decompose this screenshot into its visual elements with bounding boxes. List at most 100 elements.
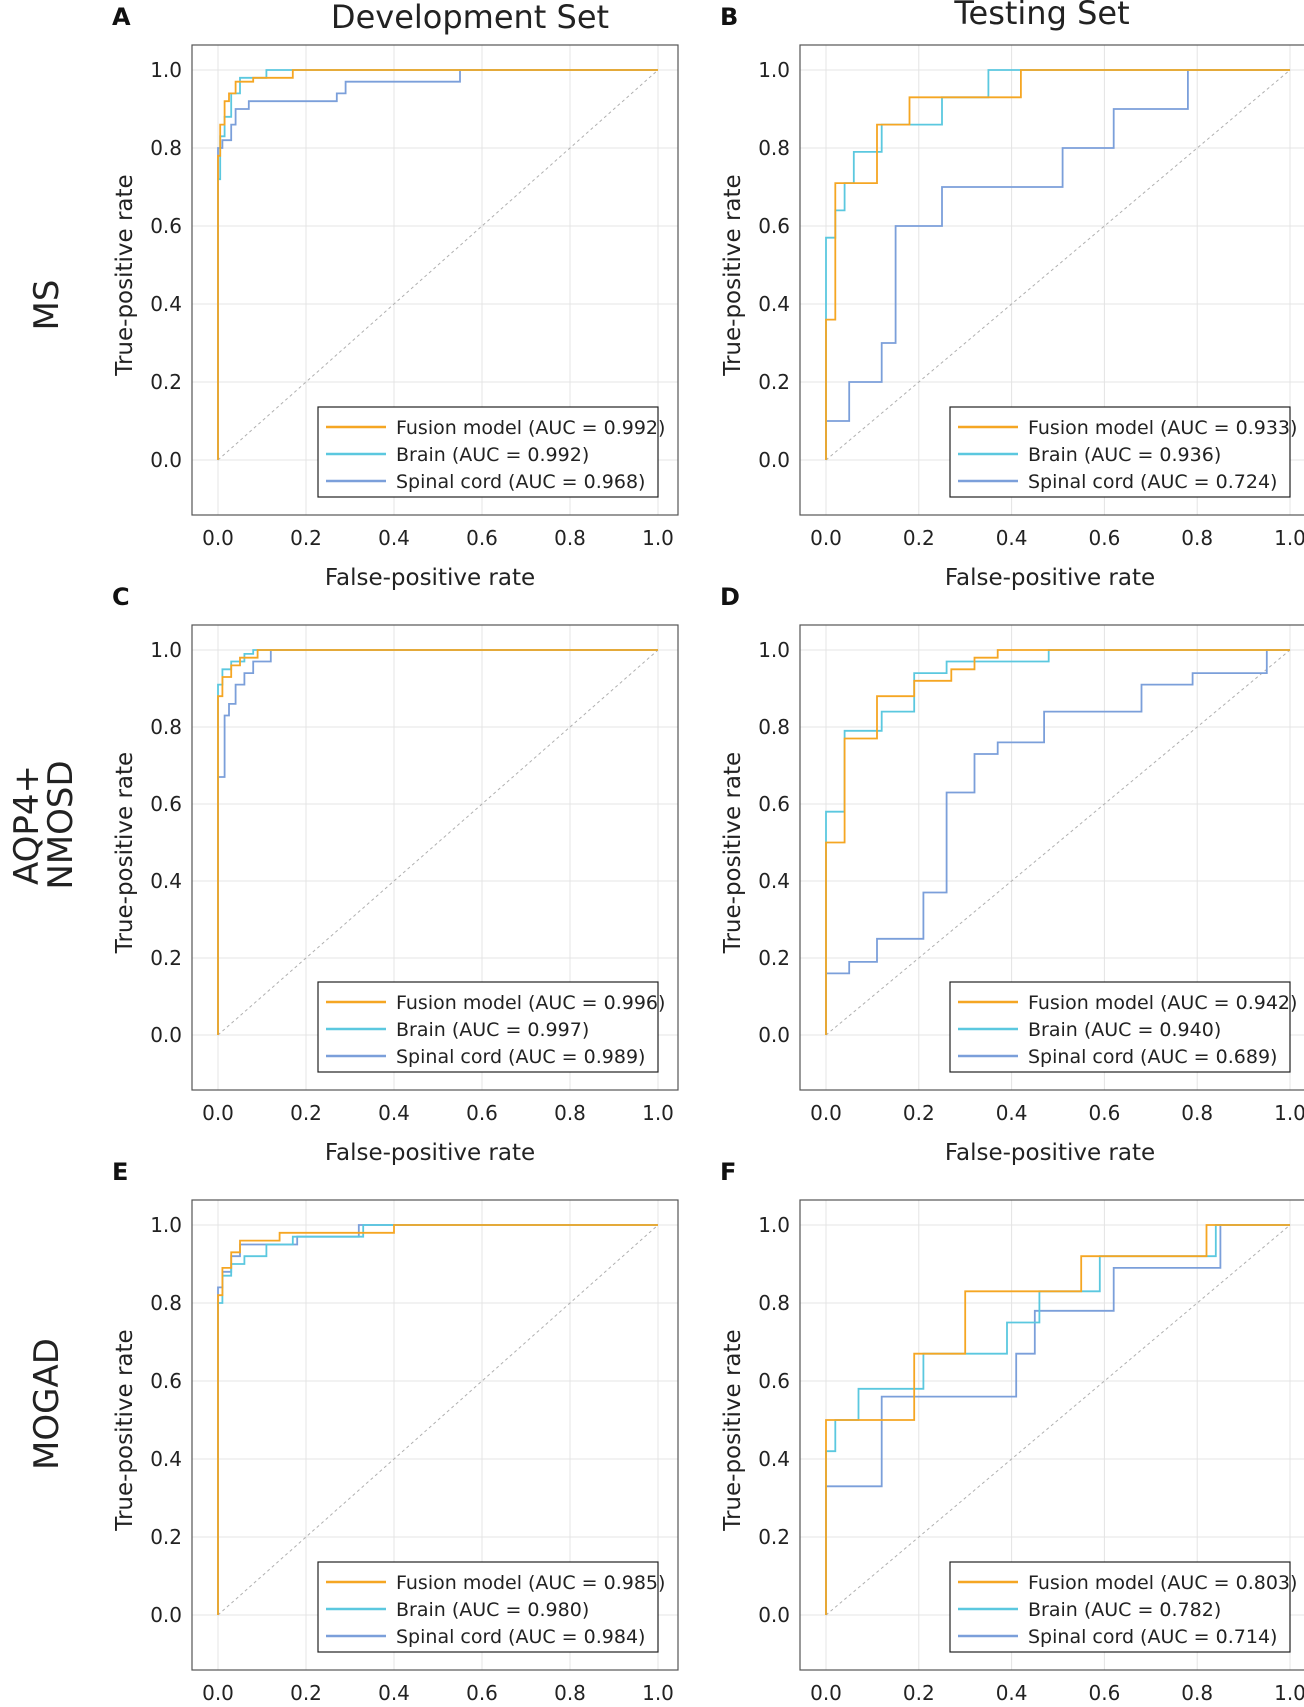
y-axis-label: True-positive rate [112,174,138,376]
y-tick-label: 1.0 [758,58,790,82]
y-tick-label: 0.4 [758,292,790,316]
legend: Fusion model (AUC = 0.803) Brain (AUC = 0… [949,1561,1297,1653]
x-tick-label: 0.6 [1088,1681,1120,1705]
panel-a: A 0.0 0.2 0.4 0.6 0.8 1.0 0.0 0.2 0.4 0.6 0.8 1.0 Fal… [112,3,679,591]
x-tick-label: 0.4 [378,1101,410,1125]
column-title-testing: Testing Set [953,0,1129,32]
x-tick-label: 1.0 [1274,526,1304,550]
x-tick-label: 0.2 [903,526,935,550]
x-tick-label: 0.8 [1181,1681,1213,1705]
legend-label: Spinal cord (AUC = 0.689) [1028,1046,1277,1068]
plot-frame [191,1199,679,1671]
y-tick-label: 1.0 [150,58,182,82]
chance-diagonal [825,649,1291,1036]
y-tick-label: 0.8 [150,136,182,160]
y-axis-label: True-positive rate [720,174,746,376]
x-tick-label: 0.2 [290,526,322,550]
roc-panels: A 0.0 0.2 0.4 0.6 0.8 1.0 0.0 0.2 0.4 0.6 0.8 1.0 Fal… [112,3,1304,1705]
roc-curve-fusion-model [217,69,658,460]
panel-c: C 0.0 0.2 0.4 0.6 0.8 1.0 0.0 0.2 0.4 0.6 0.8 1.0 Fal… [112,583,679,1166]
x-tick-label: 0.0 [810,1681,842,1705]
y-tick-label: 0.2 [150,1525,182,1549]
legend-label: Fusion model (AUC = 0.985) [396,1572,665,1594]
y-tick-label: 0.8 [150,1291,182,1315]
legend-label: Fusion model (AUC = 0.992) [396,417,665,439]
legend-label: Fusion model (AUC = 0.933) [1028,417,1297,439]
x-tick-label: 0.0 [810,526,842,550]
y-tick-label: 0.2 [758,946,790,970]
column-title-development: Development Set [331,0,609,36]
x-tick-label: 0.8 [1181,526,1213,550]
plot-frame [799,44,1304,516]
chance-diagonal [217,69,659,461]
legend: Fusion model (AUC = 0.942) Brain (AUC = 0… [949,981,1297,1073]
x-tick-label: 0.8 [1181,1101,1213,1125]
legend-label: Spinal cord (AUC = 0.714) [1028,1626,1277,1648]
plot-frame [191,44,679,516]
x-tick-label: 1.0 [642,1681,674,1705]
x-tick-label: 0.8 [554,1101,586,1125]
y-tick-label: 0.6 [758,792,790,816]
y-tick-label: 0.6 [150,792,182,816]
row-label-ms: MS [27,280,67,331]
y-axis-label: True-positive rate [112,1329,138,1531]
y-tick-label: 0.4 [150,869,182,893]
legend-label: Brain (AUC = 0.782) [1028,1599,1221,1621]
y-tick-label: 0.8 [150,715,182,739]
legend-label: Brain (AUC = 0.992) [396,444,589,466]
legend-label: Spinal cord (AUC = 0.989) [396,1046,645,1068]
y-tick-label: 0.8 [758,1291,790,1315]
x-tick-label: 0.8 [554,1681,586,1705]
legend: Fusion model (AUC = 0.985) Brain (AUC = 0… [317,1561,665,1653]
roc-curve-fusion-model [825,69,1290,460]
panel-letter-f: F [720,1158,736,1186]
y-tick-label: 1.0 [150,638,182,662]
x-tick-label: 0.0 [202,1681,234,1705]
panel-f: F0.00.20.40.60.81.00.00.20.40.60.81.0Fal… [720,1158,1304,1705]
x-tick-label: 0.0 [810,1101,842,1125]
y-tick-label: 0.0 [150,1023,182,1047]
panel-e: E0.00.20.40.60.81.00.00.20.40.60.81.0Fal… [112,1158,679,1705]
y-tick-label: 1.0 [150,1213,182,1237]
roc-curve-fusion-model [825,1224,1290,1615]
legend: Fusion model (AUC = 0.992) Brain (AUC = 0… [317,406,665,498]
y-tick-label: 0.4 [150,292,182,316]
x-tick-label: 0.6 [466,1101,498,1125]
x-tick-label: 0.2 [903,1101,935,1125]
y-tick-label: 1.0 [758,1213,790,1237]
roc-curve-spinal-cord [825,1224,1290,1615]
x-axis-label: False-positive rate [325,565,535,591]
chance-diagonal [217,649,659,1036]
panel-letter-b: B [720,3,738,31]
legend-label: Brain (AUC = 0.997) [396,1019,589,1041]
legend-label: Spinal cord (AUC = 0.984) [396,1626,645,1648]
chance-diagonal [825,69,1291,461]
x-tick-label: 1.0 [1274,1681,1304,1705]
figure-headers: Development Set Testing Set MS AQP4+ NMO… [7,0,1130,1470]
x-tick-label: 1.0 [1274,1101,1304,1125]
y-tick-label: 0.2 [150,370,182,394]
plot-frame [799,1199,1304,1671]
y-axis-label: True-positive rate [112,752,138,954]
x-tick-label: 0.2 [290,1681,322,1705]
y-tick-label: 0.6 [758,1369,790,1393]
plot-frame [191,624,679,1091]
y-tick-label: 0.6 [150,1369,182,1393]
x-tick-label: 0.4 [378,1681,410,1705]
y-tick-label: 0.0 [758,1023,790,1047]
y-axis-label: True-positive rate [720,752,746,954]
roc-curve-brain [217,649,658,1035]
y-tick-label: 0.0 [150,1603,182,1627]
panel-letter-c: C [112,583,130,611]
x-axis-label: False-positive rate [945,1140,1155,1166]
legend: Fusion model (AUC = 0.996) Brain (AUC = 0… [317,981,665,1073]
y-tick-label: 0.2 [758,370,790,394]
plot-frame [799,624,1304,1091]
roc-curve-spinal-cord [825,69,1290,460]
y-tick-label: 0.0 [758,448,790,472]
panel-b: B 0.0 0.2 0.4 0.6 0.8 1.0 0.0 0.2 0.4 0.6 0.8 1.0 Fal… [720,3,1304,591]
x-tick-label: 0.6 [1088,526,1120,550]
x-tick-label: 0.8 [554,526,586,550]
y-tick-label: 0.8 [758,136,790,160]
legend-label: Brain (AUC = 0.980) [396,1599,589,1621]
